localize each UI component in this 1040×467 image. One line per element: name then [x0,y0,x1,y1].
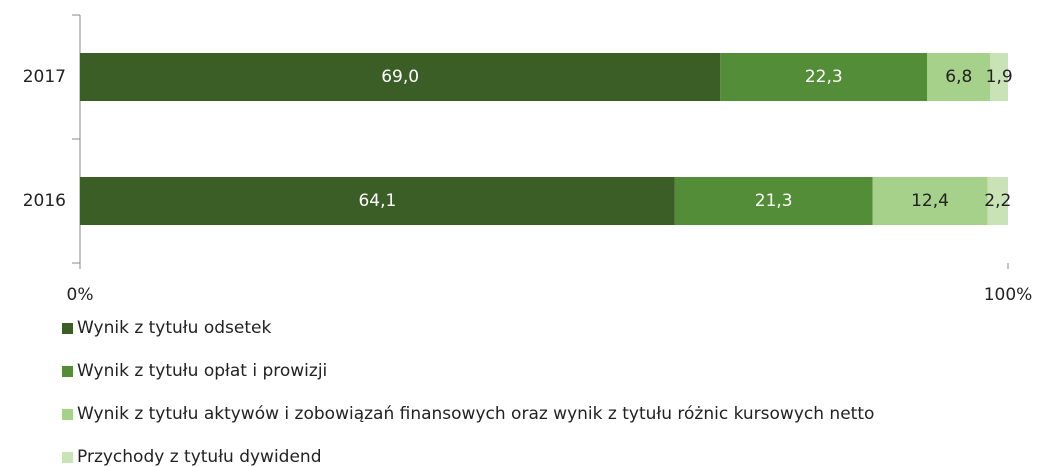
legend-label: Wynik z tytułu odsetek [77,318,271,338]
data-label: 12,4 [911,191,949,211]
legend-label: Wynik z tytułu opłat i prowizji [77,361,327,381]
data-label: 1,9 [986,67,1013,87]
legend-label: Wynik z tytułu aktywów i zobowiązań fina… [77,404,874,424]
x-tick-label: 100% [984,285,1033,305]
bar-segment [674,177,873,225]
data-label: 2,2 [984,191,1011,211]
bar-segment [927,53,991,101]
bar-segment [987,177,1008,225]
bar-segment [80,177,675,225]
legend-swatch [62,323,73,334]
bar-segment [720,53,928,101]
legend-swatch [62,409,73,420]
data-label: 22,3 [805,67,843,87]
bar-segment [872,177,988,225]
legend-swatch [62,366,73,377]
data-label: 6,8 [945,67,972,87]
data-label: 21,3 [755,191,793,211]
y-tick-label: 2016 [23,191,66,211]
y-tick-label: 2017 [23,67,66,87]
legend-swatch [62,452,73,463]
x-tick-label: 0% [67,285,94,305]
data-label: 69,0 [381,67,419,87]
legend-label: Przychody z tytułu dywidend [77,447,322,467]
bar-segment [990,53,1008,101]
bar-segment [80,53,721,101]
data-label: 64,1 [358,191,396,211]
